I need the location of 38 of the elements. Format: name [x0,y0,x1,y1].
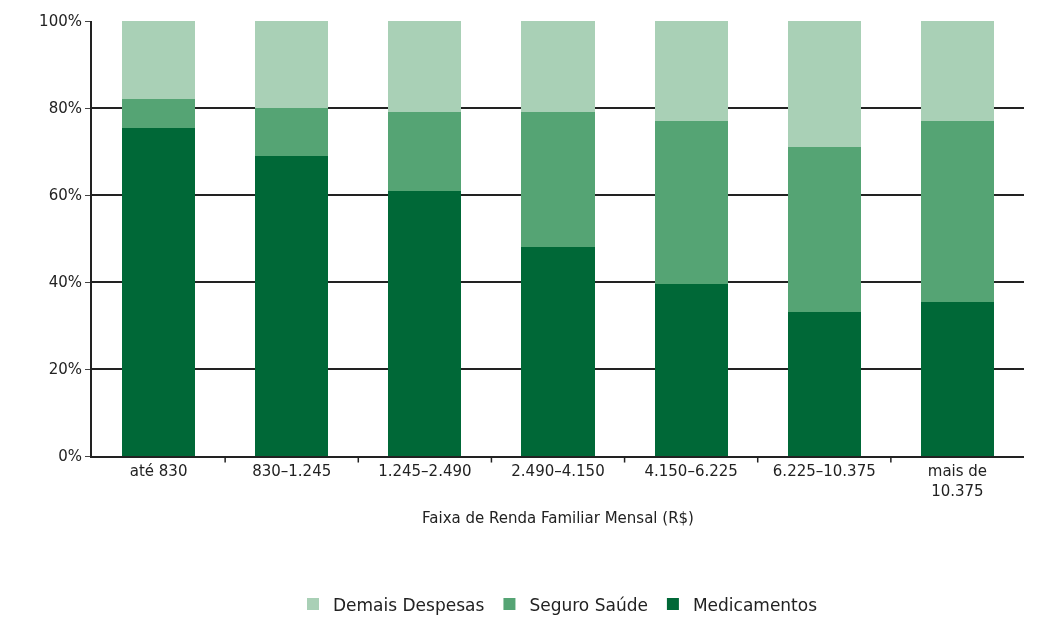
bar [787,147,861,313]
bar [388,190,462,456]
legend-label: Seguro Saúde [529,594,648,615]
bar [388,112,462,191]
x-tick-label: mais de 10.375 [927,462,988,500]
legend-label: Medicamentos [692,594,818,615]
bar [388,21,462,113]
bar [787,312,861,456]
bar [255,21,329,108]
bar [521,112,595,248]
bar [920,21,995,122]
x-tick-label: até 830 [129,462,188,480]
x-tick-label: 6.225–10.375 [772,462,876,480]
x-tick-label: 830–1.245 [252,462,332,480]
bar [920,121,995,302]
bar [654,121,728,285]
bar [255,155,329,456]
y-tick-label: 60% [48,186,82,205]
bar [121,127,196,456]
legend-label: Demais Despesas [333,594,485,615]
x-tick-label: 4.150–6.225 [644,462,738,480]
y-tick-label: 80% [48,99,82,118]
y-tick-label: 20% [48,360,82,379]
bar [255,108,329,156]
bar [521,247,595,456]
bar [121,99,196,128]
bar [654,284,728,456]
bar [521,21,595,113]
bar [654,21,728,122]
bar [920,301,995,456]
y-tick-label: 40% [48,273,82,292]
bar [121,21,196,100]
y-tick-label: 0% [58,447,82,466]
x-tick-label: 2.490–4.150 [511,462,605,480]
y-tick-label: 100% [39,12,82,31]
x-axis-title: Faixa de Renda Familiar Mensal (R$) [422,509,694,527]
x-tick-label: 1.245–2.490 [378,462,472,480]
bar [787,21,861,148]
